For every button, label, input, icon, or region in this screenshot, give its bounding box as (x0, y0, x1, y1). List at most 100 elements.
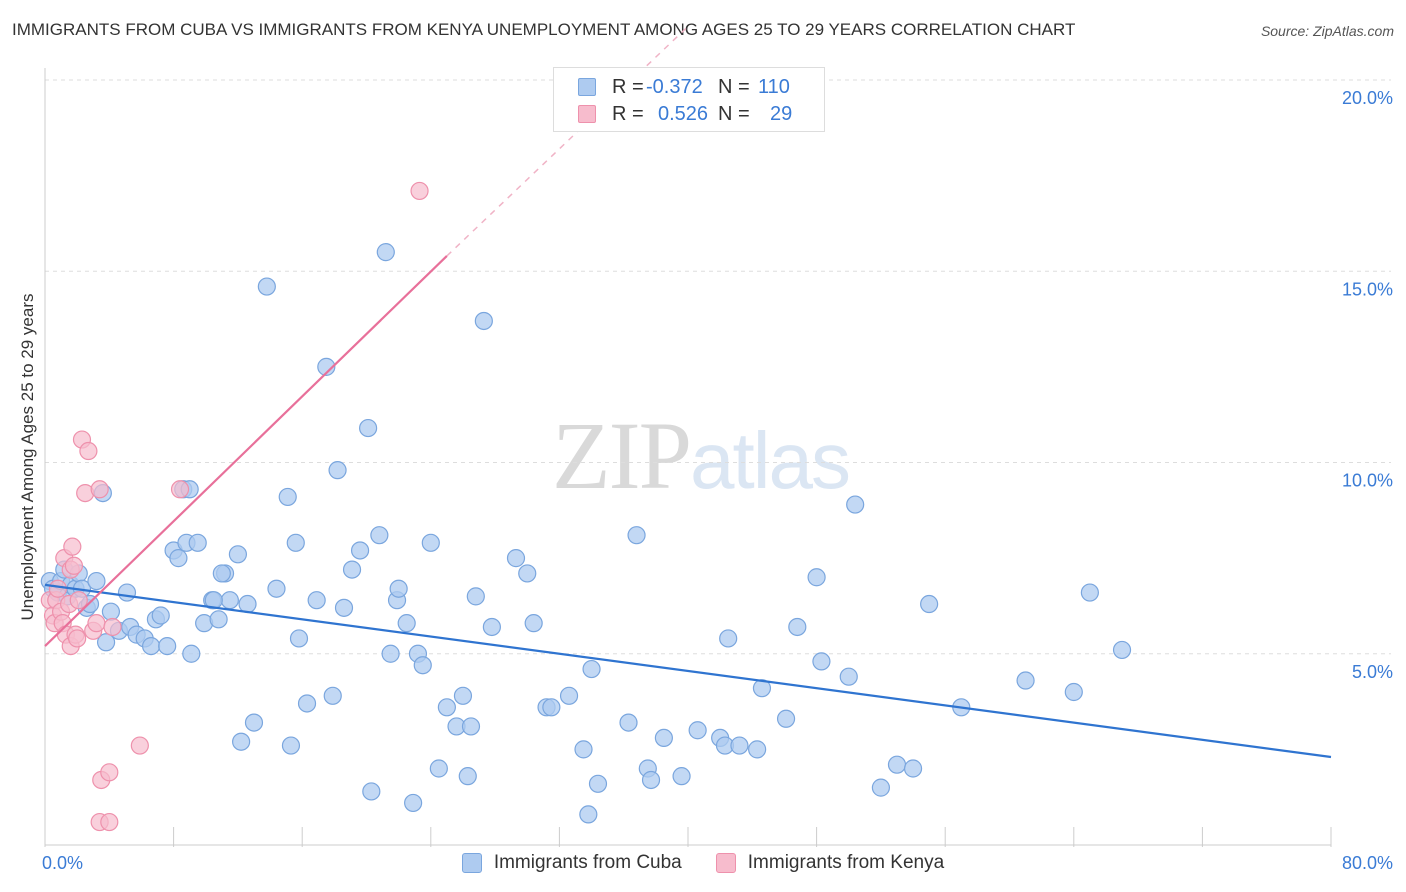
y-axis-label: Unemployment Among Ages 25 to 29 years (18, 293, 37, 621)
cuba-point (627, 526, 646, 545)
cuba-point (238, 594, 257, 614)
cuba-point (641, 770, 661, 790)
cuba-point (381, 644, 400, 663)
kenya-point (87, 614, 106, 633)
kenya-point (69, 591, 88, 610)
watermark: ZIPatlas (552, 400, 851, 511)
cuba-point (359, 418, 378, 438)
cuba-point (220, 591, 239, 610)
cuba-point (169, 549, 188, 568)
cuba-point (267, 579, 286, 598)
cuba-point (1064, 682, 1083, 702)
cuba-point (466, 587, 485, 606)
kenya-point (63, 537, 82, 556)
cuba-point (474, 311, 493, 331)
cuba-point (719, 629, 738, 648)
legend-swatch-cuba (578, 78, 596, 96)
cuba-point (370, 526, 389, 545)
kenya-point (100, 763, 119, 782)
cuba-point (887, 755, 907, 774)
cuba-point (376, 243, 395, 262)
cuba-point (323, 686, 342, 705)
cuba-point (204, 591, 223, 610)
legend-n-value-cuba: 110 (758, 75, 790, 98)
y-tick-label: 10.0% (1342, 471, 1393, 491)
x-tick-label: 80.0% (1342, 853, 1393, 873)
y-tick-label: 15.0% (1342, 279, 1393, 299)
legend-row-kenya: R = 0.526 N = 29 (578, 101, 792, 127)
cuba-point (188, 533, 207, 552)
cuba-point (871, 778, 891, 797)
cuba-point (788, 617, 807, 637)
cuba-point (752, 679, 772, 698)
y-tick-label: 5.0% (1352, 662, 1393, 682)
cuba-point (846, 495, 865, 514)
cuba-point (542, 698, 561, 717)
cuba-point (903, 759, 923, 778)
cuba-point (672, 767, 691, 786)
cuba-point (404, 793, 423, 813)
cuba-point (748, 740, 767, 759)
cuba-point (429, 759, 448, 778)
series-swatch-kenya (715, 853, 736, 873)
legend-r-label: R = (612, 75, 644, 98)
cuba-point (244, 713, 264, 732)
chart-title: IMMIGRANTS FROM CUBA VS IMMIGRANTS FROM … (12, 20, 1076, 39)
cuba-point (807, 568, 826, 587)
cuba-point (654, 728, 673, 748)
cuba-point (286, 533, 305, 552)
cuba-point (151, 606, 170, 625)
series-label-kenya: Immigrants from Kenya (747, 852, 945, 873)
cuba-point (182, 644, 201, 663)
cuba-point (588, 774, 608, 793)
cuba-point (559, 686, 579, 705)
cuba-point (317, 357, 336, 376)
cuba-point (278, 487, 297, 507)
kenya-point (90, 480, 109, 499)
cuba-point (141, 636, 161, 656)
cuba-point (920, 594, 939, 614)
y-tick-label: 20.0% (1342, 88, 1393, 108)
kenya-point (48, 579, 67, 598)
legend-n-value-kenya: 29 (770, 102, 793, 125)
series-label-cuba: Immigrants from Cuba (493, 852, 682, 873)
series-legend-cuba[interactable]: Immigrants from Cuba (461, 852, 682, 874)
cuba-point (812, 652, 831, 671)
cuba-point (1080, 583, 1099, 602)
cuba-point (257, 277, 276, 296)
cuba-point (453, 686, 473, 705)
watermark-zip: ZIP (552, 402, 692, 509)
cuba-point (289, 629, 309, 648)
series-legend: Immigrants from Cuba Immigrants from Ken… (0, 852, 1406, 874)
legend-r-label: R = (612, 102, 644, 125)
cuba-point (518, 564, 537, 583)
cuba-point (458, 767, 477, 786)
cuba-point (389, 579, 408, 598)
cuba-point (212, 564, 231, 583)
cuba-point (209, 610, 228, 629)
cuba-trend-line (44, 583, 1332, 759)
cuba-point (297, 694, 317, 713)
cuba-point (413, 656, 432, 675)
legend-n-label: N = (718, 75, 750, 98)
cuba-point (342, 560, 362, 579)
legend-r-value-cuba: -0.372 (646, 75, 703, 98)
cuba-point (506, 549, 526, 568)
cuba-point (582, 659, 601, 679)
watermark-atlas: atlas (690, 416, 851, 505)
cuba-point (776, 709, 796, 728)
cuba-point (839, 667, 858, 686)
cuba-point (1112, 640, 1132, 660)
series-legend-kenya[interactable]: Immigrants from Kenya (715, 852, 945, 874)
cuba-point (281, 736, 301, 755)
legend-r-value-kenya: 0.526 (658, 102, 709, 125)
source-note: Source: ZipAtlas.com (1260, 23, 1394, 39)
kenya-point (103, 617, 122, 637)
cuba-point (730, 736, 749, 755)
series-swatch-cuba (461, 853, 482, 873)
cuba-point (350, 541, 370, 560)
cuba-point (397, 614, 416, 633)
cuba-point (461, 717, 481, 736)
cuba-point (1016, 671, 1035, 690)
correlation-legend: R = -0.372 N = 110 R = 0.526 N = 29 (553, 67, 825, 132)
